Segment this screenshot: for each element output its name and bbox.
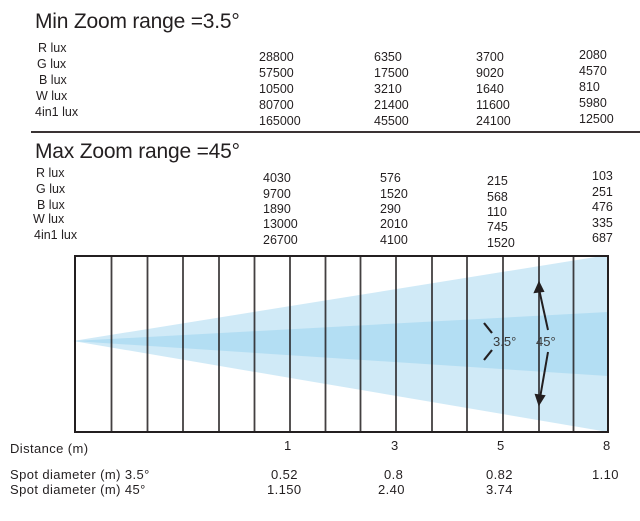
row-label-g: G lux <box>36 182 66 196</box>
cell: 11600 <box>476 98 510 112</box>
section-divider <box>31 131 640 133</box>
spot-value: 0.52 <box>271 467 298 482</box>
distance-value: 8 <box>603 438 611 453</box>
cell: 3700 <box>476 50 504 64</box>
spot-diameter-wide-label: Spot diameter (m) 45° <box>10 482 146 497</box>
row-label-w: W lux <box>36 89 68 103</box>
row-label-4in1: 4in1 lux <box>35 105 79 119</box>
cell: 4570 <box>579 64 607 78</box>
cell: 80700 <box>259 98 294 112</box>
distance-label: Distance (m) <box>10 441 89 456</box>
wide-angle-label: 45° <box>536 334 556 349</box>
cell: 10500 <box>259 82 294 96</box>
spot-value: 1.10 <box>592 467 619 482</box>
cell: 290 <box>380 202 401 216</box>
cell: 2080 <box>579 48 607 62</box>
spot-value: 0.82 <box>486 467 513 482</box>
spot-value: 1.150 <box>267 482 302 497</box>
cell: 2010 <box>380 217 408 231</box>
cell: 568 <box>487 190 508 204</box>
cell: 1520 <box>380 187 408 201</box>
cell: 110 <box>487 205 507 219</box>
narrow-angle-bracket-icon <box>483 322 493 361</box>
narrow-angle-label: 3.5° <box>493 334 517 349</box>
min-zoom-title: Min Zoom range =3.5° <box>35 10 240 33</box>
cell: 45500 <box>374 114 409 128</box>
row-label-g: G lux <box>37 57 67 71</box>
spot-value: 3.74 <box>486 482 513 497</box>
cell: 215 <box>487 174 508 188</box>
distance-value: 1 <box>284 438 292 453</box>
cell: 4100 <box>380 233 408 247</box>
cell: 476 <box>592 200 613 214</box>
cell: 1890 <box>263 202 291 216</box>
row-label-r: R lux <box>36 166 65 180</box>
spot-diameter-narrow-label: Spot diameter (m) 3.5° <box>10 467 150 482</box>
wide-angle-arrows-icon <box>533 280 549 407</box>
cell: 12500 <box>579 112 614 126</box>
cell: 13000 <box>263 217 298 231</box>
distance-value: 3 <box>391 438 399 453</box>
row-label-b: B lux <box>39 73 67 87</box>
cell: 687 <box>592 231 613 245</box>
row-label-b: B lux <box>37 198 65 212</box>
cell: 3210 <box>374 82 402 96</box>
cell: 5980 <box>579 96 607 110</box>
cell: 251 <box>592 185 613 199</box>
cell: 103 <box>592 169 613 183</box>
cell: 1520 <box>487 236 515 250</box>
cell: 810 <box>579 80 600 94</box>
narrow-beam-cone <box>73 312 608 376</box>
row-label-r: R lux <box>38 41 67 55</box>
cell: 24100 <box>476 114 511 128</box>
row-label-w: W lux <box>33 212 65 226</box>
cell: 17500 <box>374 66 409 80</box>
distance-value: 5 <box>497 438 505 453</box>
cell: 21400 <box>374 98 409 112</box>
cell: 165000 <box>259 114 301 128</box>
cell: 28800 <box>259 50 294 64</box>
cell: 6350 <box>374 50 402 64</box>
cell: 1640 <box>476 82 504 96</box>
distance-grid <box>74 255 609 433</box>
max-zoom-title: Max Zoom range =45° <box>35 140 240 163</box>
spot-value: 2.40 <box>378 482 405 497</box>
spot-value: 0.8 <box>384 467 404 482</box>
cell: 745 <box>487 220 508 234</box>
row-label-4in1: 4in1 lux <box>34 228 78 242</box>
cell: 4030 <box>263 171 291 185</box>
cell: 57500 <box>259 66 294 80</box>
cell: 335 <box>592 216 613 230</box>
cell: 9020 <box>476 66 504 80</box>
cell: 576 <box>380 171 401 185</box>
cell: 9700 <box>263 187 291 201</box>
cell: 26700 <box>263 233 298 247</box>
